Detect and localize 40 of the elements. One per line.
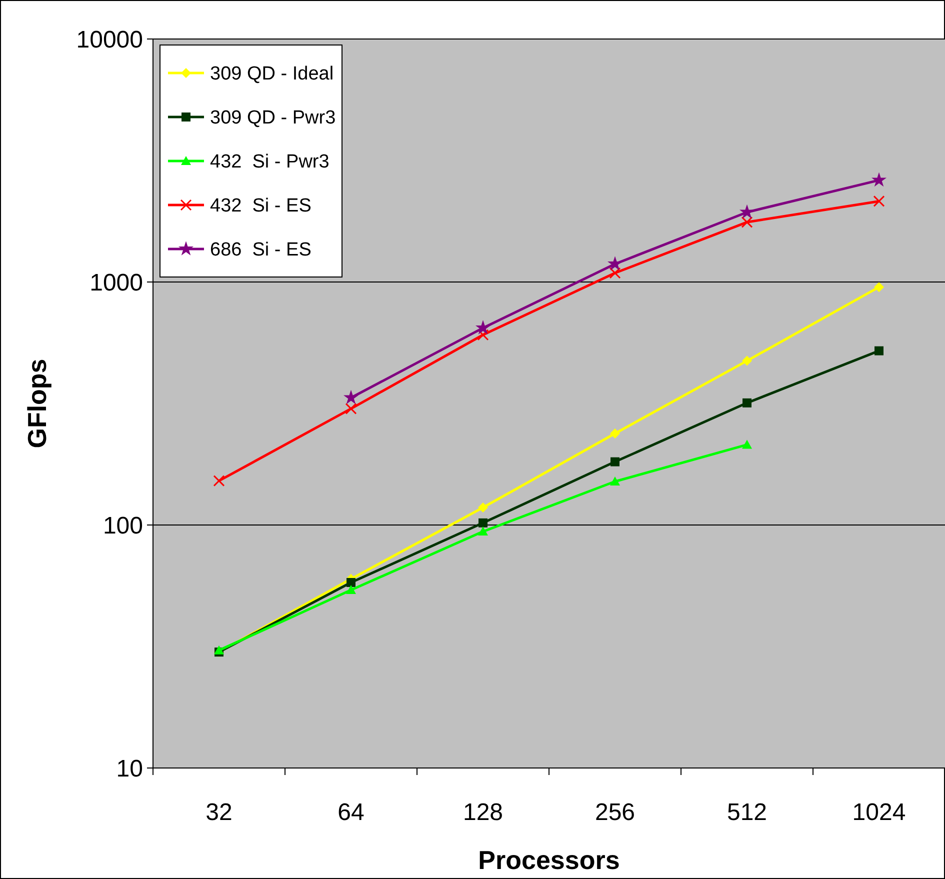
x-tick-label: 128 — [462, 799, 504, 826]
point — [478, 502, 488, 513]
point — [873, 195, 885, 207]
x-tick-label: 32 — [206, 799, 232, 826]
y-tick-label: 10000 — [76, 26, 143, 54]
point — [742, 398, 752, 408]
point — [742, 356, 752, 366]
legend-label: 432 Si - ES — [210, 196, 312, 217]
x-tick-label: 64 — [338, 799, 364, 826]
legend-label: 686 Si - ES — [210, 240, 312, 261]
point — [346, 585, 356, 594]
point — [610, 428, 620, 438]
point — [610, 476, 620, 486]
point — [610, 457, 620, 466]
legend-label: 309 QD - Pwr3 — [210, 108, 336, 129]
point — [477, 329, 489, 341]
point — [874, 346, 884, 356]
x-tick-label: 1024 — [852, 799, 906, 826]
point — [214, 645, 224, 654]
y-axis-title: GFlops — [22, 358, 52, 448]
point — [475, 320, 491, 334]
point — [478, 518, 488, 528]
legend-label: 309 QD - Ideal — [210, 64, 334, 85]
x-tick-label: 256 — [594, 799, 636, 826]
point — [609, 267, 621, 279]
y-tick-label: 1000 — [90, 269, 143, 296]
y-tick-label: 10 — [116, 755, 143, 782]
point — [345, 402, 357, 414]
point — [874, 282, 884, 292]
point — [742, 440, 752, 449]
point — [871, 172, 887, 187]
point — [343, 390, 359, 404]
point — [741, 216, 753, 228]
point — [478, 526, 488, 536]
x-tick-label: 512 — [726, 799, 768, 826]
y-tick-label: 100 — [102, 512, 143, 540]
point — [346, 578, 356, 587]
legend-label: 432 Si - Pwr3 — [210, 152, 330, 173]
x-axis-title: Processors — [478, 845, 620, 875]
point — [213, 475, 225, 487]
